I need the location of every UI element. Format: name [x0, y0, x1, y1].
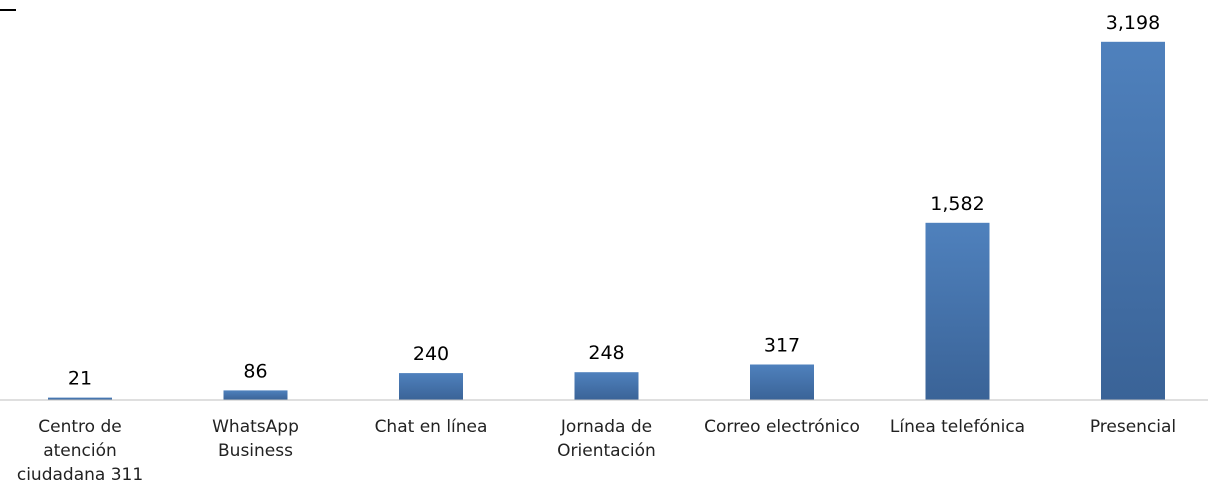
category-label-2: Chat en línea: [374, 417, 488, 437]
bar-0: [48, 397, 112, 400]
bar-3: [574, 372, 639, 400]
category-label-3: Jornada de Orientación: [557, 417, 656, 461]
value-labels-layer: 21 86 240 248 317 1,582 3,198: [68, 12, 1160, 390]
bar-1: [223, 390, 288, 400]
value-label-2: 240: [413, 343, 449, 365]
value-label-0: 21: [68, 368, 92, 390]
value-label-5: 1,582: [930, 193, 984, 215]
value-label-1: 86: [243, 360, 267, 382]
category-label-1: WhatsApp Business: [212, 417, 299, 461]
category-label-6: Presencial: [1089, 417, 1177, 437]
value-label-6: 3,198: [1106, 12, 1160, 34]
bar-5: [925, 222, 990, 400]
bar-6: [1101, 41, 1165, 401]
bars-layer: [48, 41, 1165, 401]
bar-4: [750, 364, 814, 400]
category-label-5: Línea telefónica: [889, 417, 1026, 437]
bar-2: [399, 373, 463, 400]
category-label-0: Centro de atención ciudadana 311: [16, 417, 144, 485]
value-label-4: 317: [764, 335, 800, 357]
category-label-4: Correo electrónico: [704, 417, 860, 437]
corner-mark: [0, 9, 16, 11]
value-label-3: 248: [588, 342, 624, 364]
